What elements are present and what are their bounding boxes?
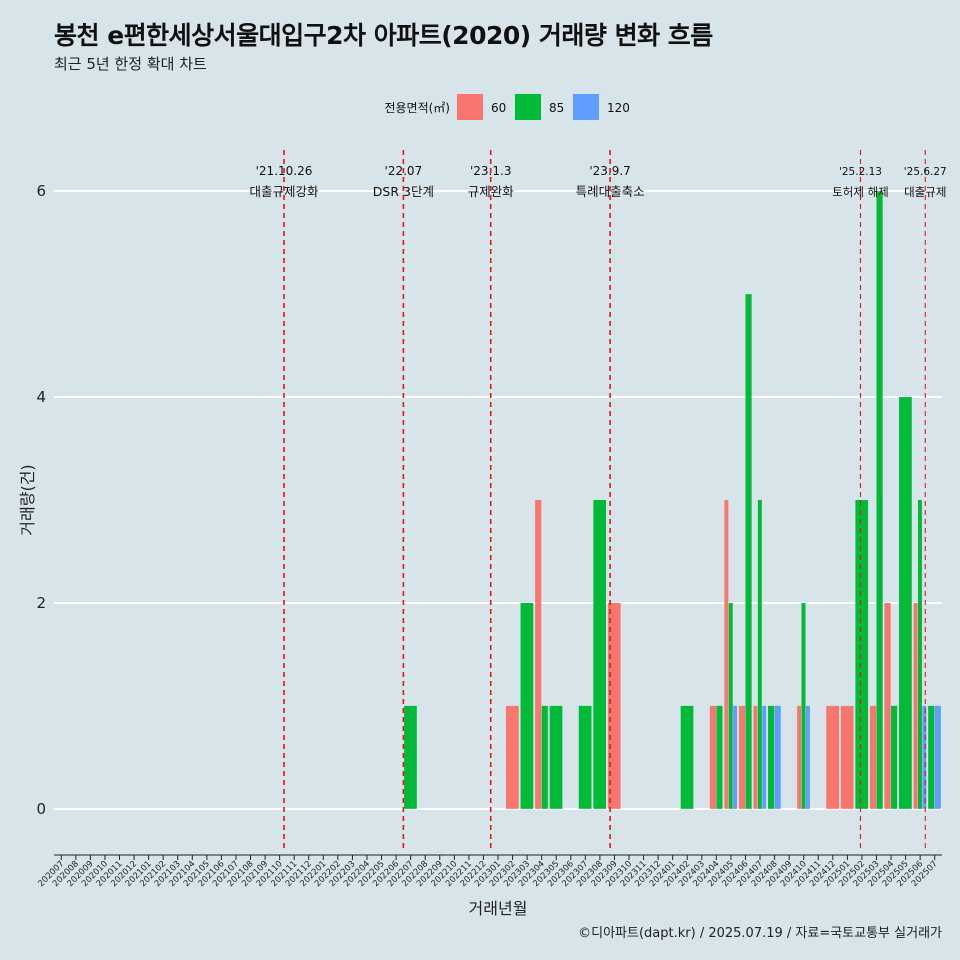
bar-85-202303 — [520, 602, 534, 809]
source-caption: ©디아파트(dapt.kr) / 2025.07.19 / 자료=국토교통부 실… — [578, 926, 942, 941]
bar-85-202503 — [876, 191, 883, 809]
x-axis-title: 거래년월 — [469, 899, 528, 918]
bar-120-202408 — [774, 705, 781, 809]
bar-120-202405 — [733, 705, 738, 809]
bar-85-202402 — [680, 705, 694, 809]
legend-label-60: 60 — [491, 101, 506, 115]
event-date-label: '23.9.7 — [589, 164, 630, 178]
bar-85-202407 — [757, 500, 762, 809]
bar-85-202506 — [917, 500, 922, 809]
event-name-label: DSR 3단계 — [373, 184, 434, 199]
bar-60-202309 — [607, 602, 621, 809]
bar-60-202410 — [797, 705, 802, 809]
bar-60-202302 — [506, 705, 519, 809]
bar-85-202405 — [728, 602, 733, 809]
bar-85-202404 — [716, 705, 723, 809]
chart-subtitle: 최근 5년 한정 확대 차트 — [54, 55, 207, 73]
legend-label-120: 120 — [607, 101, 630, 115]
event-name-label: 특례대출축소 — [576, 184, 645, 199]
bar-60-202501 — [840, 705, 854, 809]
bar-85-202304 — [541, 705, 548, 809]
legend-swatch-60 — [457, 94, 483, 120]
bar-60-202405 — [724, 500, 729, 809]
bar-60-202504 — [884, 602, 891, 809]
y-tick-label: 6 — [36, 182, 46, 200]
bar-85-202504 — [891, 705, 898, 809]
event-date-label: '22.07 — [385, 164, 423, 178]
bar-85-202507 — [928, 705, 935, 809]
bar-85-202308 — [593, 500, 607, 809]
legend-title: 전용면적(㎡) — [384, 101, 450, 115]
y-tick-label: 4 — [36, 388, 46, 406]
chart-title: 봉천 e편한세상서울대입구2차 아파트(2020) 거래량 변화 흐름 — [54, 21, 713, 50]
legend-label-85: 85 — [549, 101, 564, 115]
event-date-label: '21.10.26 — [256, 164, 313, 178]
y-axis-title: 거래량(건) — [18, 464, 37, 535]
event-name-label: 대출규제 — [904, 185, 946, 199]
bar-120-202506 — [922, 705, 927, 809]
bar-60-202406 — [738, 705, 746, 809]
event-name-label: 토허제 해제 — [832, 185, 889, 199]
bar-60-202304 — [535, 500, 542, 809]
event-date-label: '25.6.27 — [904, 166, 947, 178]
bar-85-202408 — [768, 705, 775, 809]
bar-85-202505 — [899, 397, 912, 809]
bar-85-202207 — [404, 705, 417, 809]
y-tick-label: 0 — [36, 800, 46, 818]
bar-60-202412 — [826, 705, 839, 809]
bar-60-202503 — [869, 705, 877, 809]
event-name-label: 규제완화 — [468, 184, 515, 199]
bar-120-202507 — [934, 705, 941, 809]
bar-85-202502 — [855, 500, 869, 809]
bar-85-202305 — [549, 705, 563, 809]
bar-120-202407 — [762, 705, 767, 809]
bar-60-202506 — [913, 602, 918, 809]
event-date-label: '23.1.3 — [470, 164, 511, 178]
event-date-label: '25.2.13 — [839, 166, 882, 178]
legend-swatch-120 — [573, 94, 599, 120]
bar-60-202407 — [753, 705, 758, 809]
y-tick-label: 2 — [36, 594, 46, 612]
event-name-label: 대출규제강화 — [249, 184, 319, 199]
bar-85-202307 — [578, 705, 592, 809]
bar-85-202406 — [745, 294, 752, 809]
bar-120-202410 — [805, 705, 810, 809]
bar-60-202404 — [709, 705, 716, 809]
bar-85-202410 — [801, 602, 806, 809]
legend-swatch-85 — [515, 94, 541, 120]
